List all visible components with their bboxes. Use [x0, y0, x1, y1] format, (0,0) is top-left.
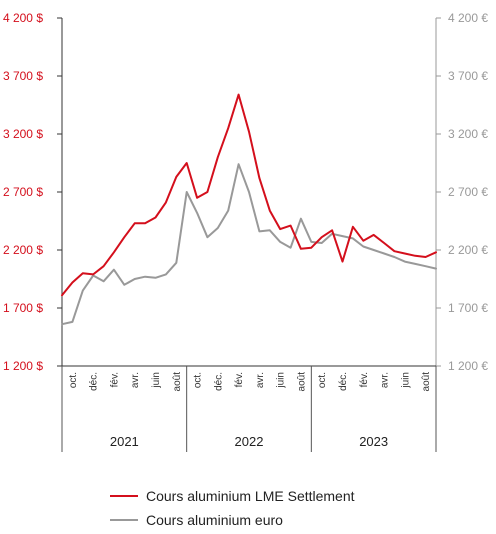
legend-label-lme: Cours aluminium LME Settlement — [146, 488, 355, 504]
left-tick-label: 3 700 $ — [3, 69, 43, 83]
x-month-label: oct. — [317, 372, 328, 388]
year-label: 2022 — [235, 434, 264, 449]
chart-canvas: 1 200 $ 1 700 $ 2 200 $ 2 700 $ 3 200 $ 3 700… — [3, 11, 488, 452]
legend: Cours aluminium LME Settlement Cours alu… — [110, 484, 355, 532]
left-tick-label: 3 200 $ — [3, 127, 43, 141]
x-month-label: déc. — [213, 372, 224, 391]
x-month-label: avr. — [380, 372, 391, 388]
left-tick-label: 2 700 $ — [3, 185, 43, 199]
legend-swatch-euro — [110, 519, 138, 521]
right-tick-label: 3 700 € — [448, 69, 488, 83]
right-tick-label: 1 700 € — [448, 301, 488, 315]
x-month-label: fév. — [109, 372, 120, 387]
x-month-label: déc. — [89, 372, 100, 391]
x-month-label: août — [296, 372, 307, 392]
x-month-label: avr. — [255, 372, 266, 388]
right-tick-label: 2 700 € — [448, 185, 488, 199]
year-label: 2021 — [110, 434, 139, 449]
right-tick-label: 1 200 € — [448, 359, 488, 373]
legend-label-euro: Cours aluminium euro — [146, 512, 283, 528]
x-month-label: oct. — [193, 372, 204, 388]
x-month-label: août — [421, 372, 432, 392]
x-axis: oct. déc. fév. avr. juin août oct. déc. fév. avr.… — [61, 365, 437, 452]
x-month-label: oct. — [68, 372, 79, 388]
left-tick-label: 1 200 $ — [3, 359, 43, 373]
x-month-label: avr. — [130, 372, 141, 388]
legend-swatch-lme — [110, 495, 138, 497]
legend-item-euro: Cours aluminium euro — [110, 508, 355, 532]
right-tick-label: 4 200 € — [448, 11, 488, 25]
series-line-lme — [61, 93, 437, 297]
year-label: 2023 — [359, 434, 388, 449]
right-y-axis: 1 200 € 1 700 € 2 200 € 2 700 € 3 200 € 3 700… — [435, 11, 488, 373]
x-month-label: fév. — [359, 372, 370, 387]
right-tick-label: 2 200 € — [448, 243, 488, 257]
right-tick-label: 3 200 € — [448, 127, 488, 141]
left-tick-label: 2 200 $ — [3, 243, 43, 257]
left-tick-label: 4 200 $ — [3, 11, 43, 25]
x-month-label: juin — [400, 372, 411, 389]
legend-item-lme: Cours aluminium LME Settlement — [110, 484, 355, 508]
x-month-label: déc. — [338, 372, 349, 391]
x-month-label: juin — [276, 372, 287, 389]
series-line-euro — [61, 163, 437, 326]
left-tick-label: 1 700 $ — [3, 301, 43, 315]
series-layer — [61, 93, 437, 326]
x-month-label: fév. — [234, 372, 245, 387]
left-y-axis: 1 200 $ 1 700 $ 2 200 $ 2 700 $ 3 200 $ 3 700… — [3, 11, 63, 373]
x-month-label: août — [172, 372, 183, 392]
x-month-label: juin — [151, 372, 162, 389]
